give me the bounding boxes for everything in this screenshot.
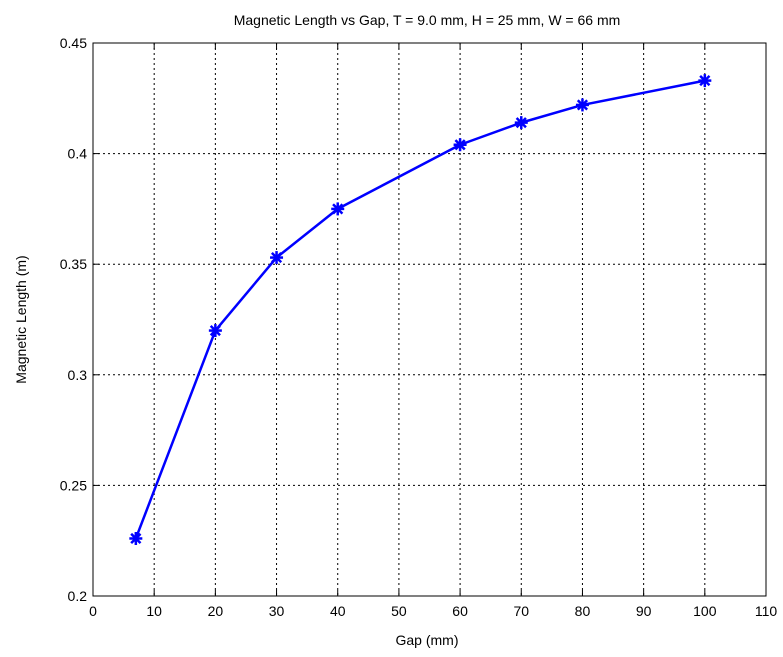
y-tick-label: 0.2 <box>68 588 88 604</box>
x-tick-label: 0 <box>89 603 97 619</box>
data-point-marker <box>129 531 143 545</box>
x-tick-label: 80 <box>575 603 591 619</box>
x-tick-label: 40 <box>330 603 346 619</box>
data-point-marker <box>575 98 589 112</box>
x-tick-label: 100 <box>693 603 717 619</box>
x-tick-label: 50 <box>391 603 407 619</box>
x-tick-label: 20 <box>208 603 224 619</box>
x-tick-label: 110 <box>755 603 778 619</box>
y-tick-label: 0.35 <box>60 256 87 272</box>
data-point-marker <box>514 116 528 130</box>
y-tick-label: 0.25 <box>60 477 87 493</box>
x-tick-label: 90 <box>636 603 652 619</box>
x-tick-labels: 0 10 20 30 40 50 60 70 80 90 100 110 <box>89 603 777 619</box>
grid <box>93 43 766 596</box>
y-tick-labels: 0.2 0.25 0.3 0.35 0.4 0.45 <box>60 35 87 604</box>
x-axis-title: Gap (mm) <box>396 632 459 648</box>
ticks <box>92 42 767 597</box>
plot-area-frame <box>92 42 767 597</box>
y-tick-label: 0.45 <box>60 35 87 51</box>
x-tick-label: 10 <box>146 603 162 619</box>
series-group <box>129 74 712 545</box>
x-tick-label: 30 <box>269 603 285 619</box>
x-tick-label: 60 <box>452 603 468 619</box>
y-tick-label: 0.3 <box>68 367 88 383</box>
data-point-marker <box>270 251 284 265</box>
chart-title: Magnetic Length vs Gap, T = 9.0 mm, H = … <box>234 12 621 28</box>
y-tick-label: 0.4 <box>68 146 88 162</box>
data-point-marker <box>453 138 467 152</box>
y-axis-title: Magnetic Length (m) <box>13 255 29 383</box>
data-point-marker <box>331 202 345 216</box>
data-point-marker <box>698 74 712 88</box>
series-line <box>134 79 706 539</box>
x-tick-label: 70 <box>513 603 529 619</box>
data-point-marker <box>208 324 222 338</box>
